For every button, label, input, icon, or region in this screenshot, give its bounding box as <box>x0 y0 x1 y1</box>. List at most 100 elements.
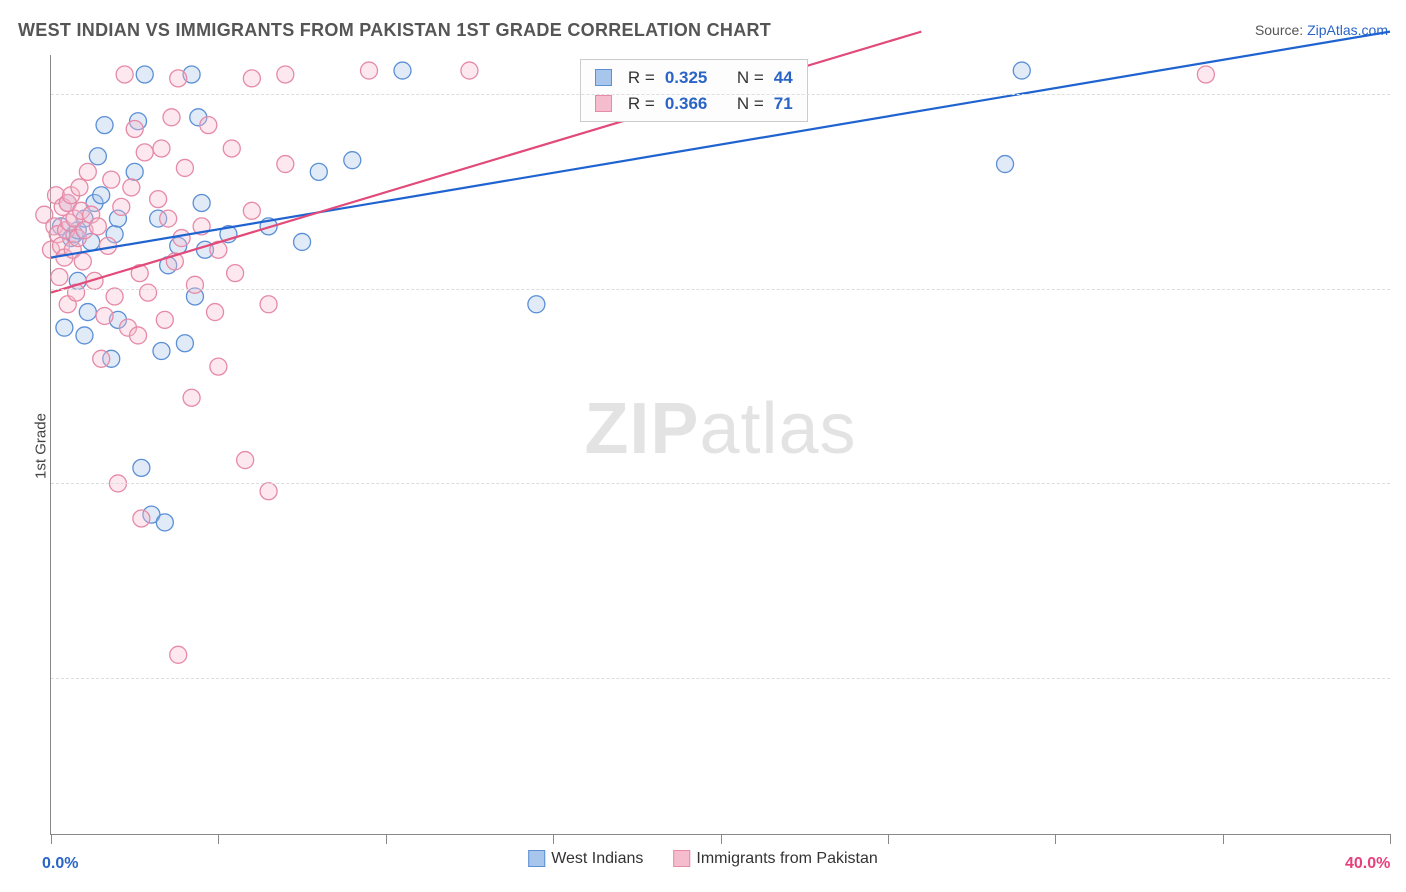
x-tick <box>1223 834 1224 844</box>
series-legend: West Indians Immigrants from Pakistan <box>528 850 878 868</box>
scatter-point <box>176 335 193 352</box>
scatter-point <box>126 163 143 180</box>
scatter-point <box>133 459 150 476</box>
scatter-point <box>93 187 110 204</box>
scatter-point <box>223 140 240 157</box>
x-tick <box>218 834 219 844</box>
scatter-point <box>294 233 311 250</box>
legend-swatch <box>595 69 612 86</box>
scatter-point <box>1013 62 1030 79</box>
scatter-point <box>207 304 224 321</box>
scatter-point <box>277 66 294 83</box>
scatter-point <box>344 152 361 169</box>
scatter-point <box>163 109 180 126</box>
legend-swatch <box>595 95 612 112</box>
scatter-point <box>150 191 167 208</box>
scatter-point <box>126 121 143 138</box>
chart-title: WEST INDIAN VS IMMIGRANTS FROM PAKISTAN … <box>18 20 771 41</box>
scatter-point <box>116 66 133 83</box>
scatter-point <box>394 62 411 79</box>
x-tick <box>1055 834 1056 844</box>
scatter-point <box>186 276 203 293</box>
scatter-point <box>210 358 227 375</box>
scatter-point <box>1197 66 1214 83</box>
scatter-point <box>89 218 106 235</box>
scatter-point <box>136 66 153 83</box>
series-name: Immigrants from Pakistan <box>696 850 877 867</box>
legend-r-label: R = <box>628 65 655 91</box>
scatter-point <box>361 62 378 79</box>
scatter-point <box>156 514 173 531</box>
correlation-legend: R = 0.325 N = 44R = 0.366 N = 71 <box>580 59 808 122</box>
x-tick <box>51 834 52 844</box>
scatter-point <box>170 646 187 663</box>
source-label: Source: <box>1255 22 1303 38</box>
scatter-point <box>51 269 68 286</box>
scatter-point <box>160 210 177 227</box>
scatter-point <box>237 452 254 469</box>
scatter-point <box>79 163 96 180</box>
scatter-point <box>96 117 113 134</box>
x-tick <box>1390 834 1391 844</box>
gridline <box>51 289 1390 290</box>
scatter-point <box>173 230 190 247</box>
legend-swatch <box>528 850 545 867</box>
legend-n-value: 44 <box>774 65 793 91</box>
legend-r-value: 0.325 <box>665 65 708 91</box>
gridline <box>51 483 1390 484</box>
scatter-point <box>123 179 140 196</box>
scatter-point <box>79 304 96 321</box>
scatter-point <box>176 159 193 176</box>
scatter-point <box>96 307 113 324</box>
scatter-point <box>156 311 173 328</box>
legend-row: R = 0.325 N = 44 <box>595 65 793 91</box>
scatter-point <box>136 144 153 161</box>
scatter-point <box>153 343 170 360</box>
x-tick <box>553 834 554 844</box>
scatter-point <box>133 510 150 527</box>
scatter-point <box>277 156 294 173</box>
scatter-point <box>103 171 120 188</box>
x-tick <box>721 834 722 844</box>
scatter-point <box>153 140 170 157</box>
scatter-point <box>71 179 88 196</box>
series-legend-item: West Indians <box>528 850 643 868</box>
y-axis-label: 1st Grade <box>32 413 49 479</box>
scatter-point <box>170 70 187 87</box>
scatter-point <box>74 253 91 270</box>
scatter-point <box>106 288 123 305</box>
scatter-point <box>93 350 110 367</box>
plot-area: ZIPatlas R = 0.325 N = 44R = 0.366 N = 7… <box>50 55 1390 835</box>
scatter-point <box>310 163 327 180</box>
series-legend-item: Immigrants from Pakistan <box>673 850 877 868</box>
scatter-point <box>130 327 147 344</box>
scatter-point <box>56 319 73 336</box>
scatter-point <box>528 296 545 313</box>
scatter-point <box>183 389 200 406</box>
legend-swatch <box>673 850 690 867</box>
scatter-point <box>997 156 1014 173</box>
legend-n-label: N = <box>737 65 764 91</box>
scatter-point <box>260 296 277 313</box>
scatter-point <box>243 202 260 219</box>
gridline <box>51 678 1390 679</box>
plot-svg <box>51 55 1390 834</box>
scatter-point <box>227 265 244 282</box>
x-tick <box>386 834 387 844</box>
scatter-point <box>243 70 260 87</box>
series-name: West Indians <box>551 850 643 867</box>
scatter-point <box>200 117 217 134</box>
gridline <box>51 94 1390 95</box>
scatter-point <box>260 483 277 500</box>
header: WEST INDIAN VS IMMIGRANTS FROM PAKISTAN … <box>0 0 1406 48</box>
scatter-point <box>140 284 157 301</box>
scatter-point <box>461 62 478 79</box>
x-tick-label: 0.0% <box>42 855 78 873</box>
x-tick <box>888 834 889 844</box>
plot-inner: ZIPatlas R = 0.325 N = 44R = 0.366 N = 7… <box>50 55 1390 835</box>
scatter-point <box>76 327 93 344</box>
source-name[interactable]: ZipAtlas.com <box>1307 22 1388 38</box>
scatter-point <box>113 198 130 215</box>
scatter-point <box>193 195 210 212</box>
x-tick-label: 40.0% <box>1345 855 1390 873</box>
